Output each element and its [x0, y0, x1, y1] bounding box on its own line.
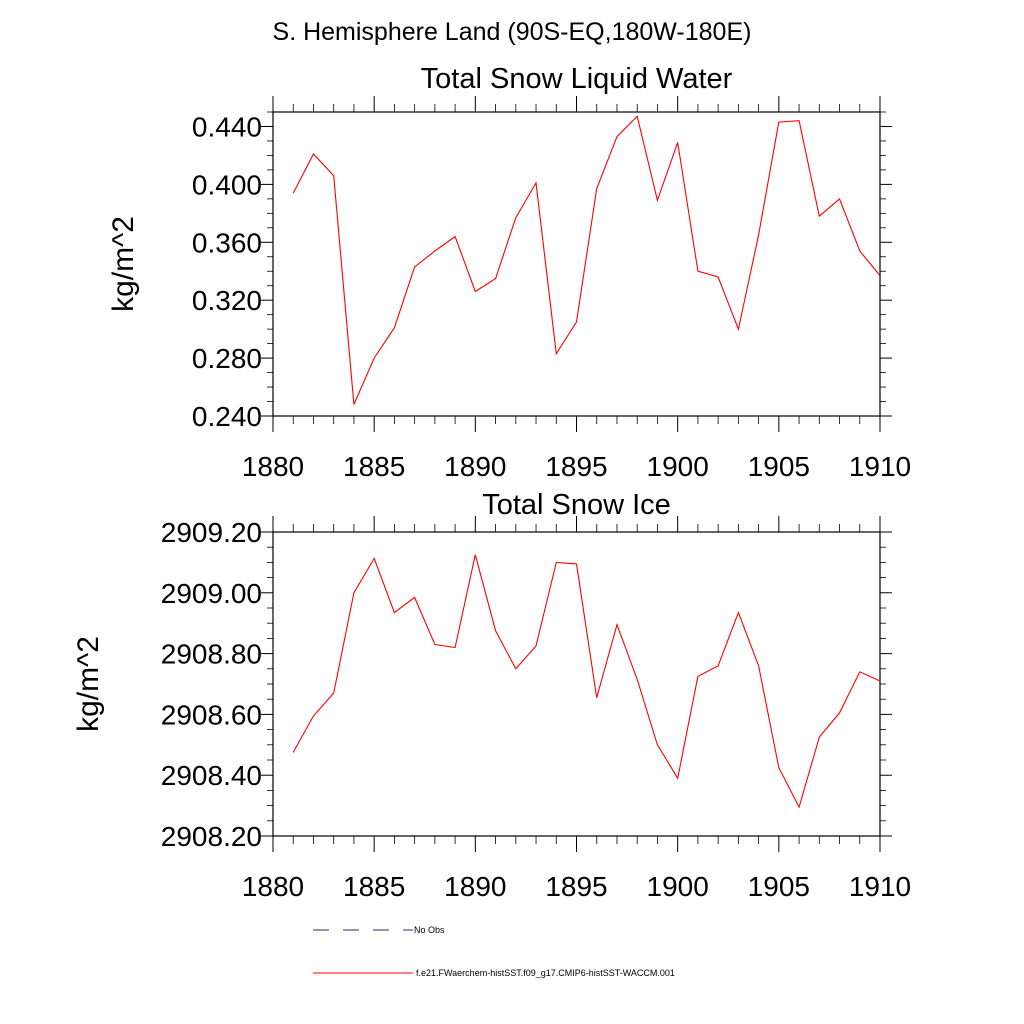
- x-tick-label: 1900: [647, 451, 709, 482]
- x-tick-label: 1880: [242, 451, 304, 482]
- y-tick-label: 0.360: [192, 227, 262, 258]
- y-tick-label: 2908.60: [161, 699, 262, 730]
- x-tick-label: 1890: [444, 871, 506, 902]
- x-tick-label: 1910: [849, 451, 911, 482]
- y-tick-label: 2908.20: [161, 821, 262, 852]
- x-tick-label: 1895: [545, 451, 607, 482]
- y-axis-label: kg/m^2: [107, 216, 140, 312]
- x-tick-label: 1895: [545, 871, 607, 902]
- legend-label-model: f.e21.FWaerchem-histSST.f09_g17.CMIP6-hi…: [416, 968, 675, 978]
- plot-frame: [272, 111, 881, 417]
- legend-label-no-obs: No Obs: [414, 925, 445, 935]
- x-tick-label: 1900: [647, 871, 709, 902]
- x-tick-label: 1885: [343, 451, 405, 482]
- panel-title: Total Snow Ice: [482, 489, 671, 521]
- y-axis-label: kg/m^2: [72, 636, 105, 732]
- x-tick-label: 1905: [748, 451, 810, 482]
- x-tick-label: 1910: [849, 871, 911, 902]
- y-tick-label: 2909.00: [161, 578, 262, 609]
- y-tick-label: 0.280: [192, 343, 262, 374]
- series-line-1: [292, 115, 881, 405]
- panel-title: Total Snow Liquid Water: [421, 63, 733, 95]
- panel-1: Total Snow Liquid Water kg/m^2 1880 1885 189…: [107, 63, 911, 482]
- y-tick-label: 0.440: [192, 111, 262, 142]
- y-tick-label: 2908.80: [161, 639, 262, 670]
- panel-2: Total Snow Ice kg/m^2 1880 1885 1890 1895 1900…: [72, 489, 911, 902]
- y-tick-label: 0.240: [192, 401, 262, 432]
- y-tick-label: 2908.40: [161, 760, 262, 791]
- y-tick-label: 0.400: [192, 169, 262, 200]
- page-title: S. Hemisphere Land (90S-EQ,180W-180E): [272, 18, 752, 46]
- x-tick-label: 1905: [748, 871, 810, 902]
- x-tick-label: 1880: [242, 871, 304, 902]
- x-tick-label: 1890: [444, 451, 506, 482]
- x-tick-label: 1885: [343, 871, 405, 902]
- y-tick-label: 2909.20: [161, 517, 262, 548]
- series-line-1: [292, 554, 881, 809]
- legend: No Obs f.e21.FWaerchem-histSST.f09_g17.CM…: [313, 925, 675, 978]
- plot-frame: [272, 531, 881, 837]
- y-tick-label: 0.320: [192, 285, 262, 316]
